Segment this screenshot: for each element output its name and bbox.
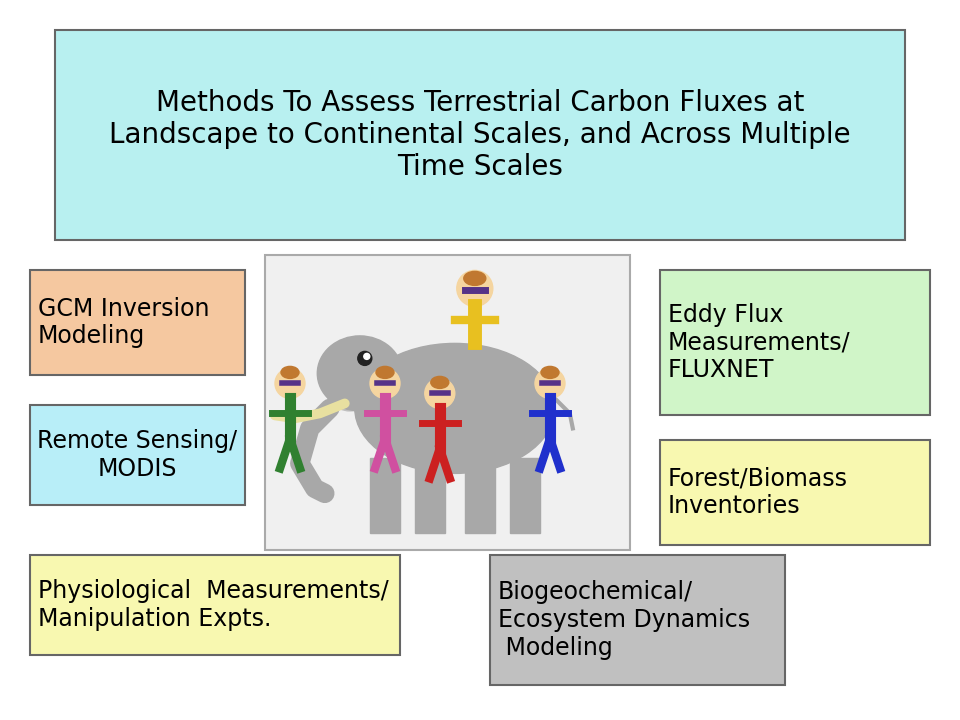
- Ellipse shape: [318, 336, 402, 411]
- Ellipse shape: [281, 366, 299, 379]
- Ellipse shape: [323, 346, 377, 411]
- Circle shape: [275, 369, 305, 398]
- FancyBboxPatch shape: [660, 270, 930, 415]
- Text: Forest/Biomass
Inventories: Forest/Biomass Inventories: [668, 467, 848, 518]
- Circle shape: [358, 351, 372, 365]
- Circle shape: [370, 369, 400, 398]
- Text: Physiological  Measurements/
Manipulation Expts.: Physiological Measurements/ Manipulation…: [38, 579, 389, 631]
- Ellipse shape: [344, 351, 386, 406]
- Circle shape: [535, 369, 565, 398]
- Text: Methods To Assess Terrestrial Carbon Fluxes at
Landscape to Continental Scales, : Methods To Assess Terrestrial Carbon Flu…: [109, 89, 851, 181]
- Ellipse shape: [431, 377, 449, 388]
- Circle shape: [364, 354, 370, 359]
- Text: GCM Inversion
Modeling: GCM Inversion Modeling: [38, 297, 209, 348]
- FancyBboxPatch shape: [55, 30, 905, 240]
- Circle shape: [424, 379, 455, 408]
- FancyBboxPatch shape: [660, 440, 930, 545]
- Ellipse shape: [464, 271, 486, 285]
- Circle shape: [457, 271, 492, 307]
- FancyBboxPatch shape: [30, 405, 245, 505]
- FancyBboxPatch shape: [490, 555, 785, 685]
- Ellipse shape: [376, 366, 394, 379]
- Text: Eddy Flux
Measurements/
FLUXNET: Eddy Flux Measurements/ FLUXNET: [668, 302, 851, 382]
- Bar: [415, 459, 444, 534]
- Ellipse shape: [355, 343, 555, 474]
- Bar: [510, 459, 540, 534]
- FancyBboxPatch shape: [265, 255, 630, 550]
- Ellipse shape: [541, 366, 559, 379]
- Text: Remote Sensing/
MODIS: Remote Sensing/ MODIS: [37, 429, 237, 481]
- FancyBboxPatch shape: [30, 270, 245, 375]
- Bar: [465, 459, 494, 534]
- FancyBboxPatch shape: [30, 555, 400, 655]
- Text: Biogeochemical/
Ecosystem Dynamics
 Modeling: Biogeochemical/ Ecosystem Dynamics Model…: [498, 580, 750, 660]
- Bar: [370, 459, 399, 534]
